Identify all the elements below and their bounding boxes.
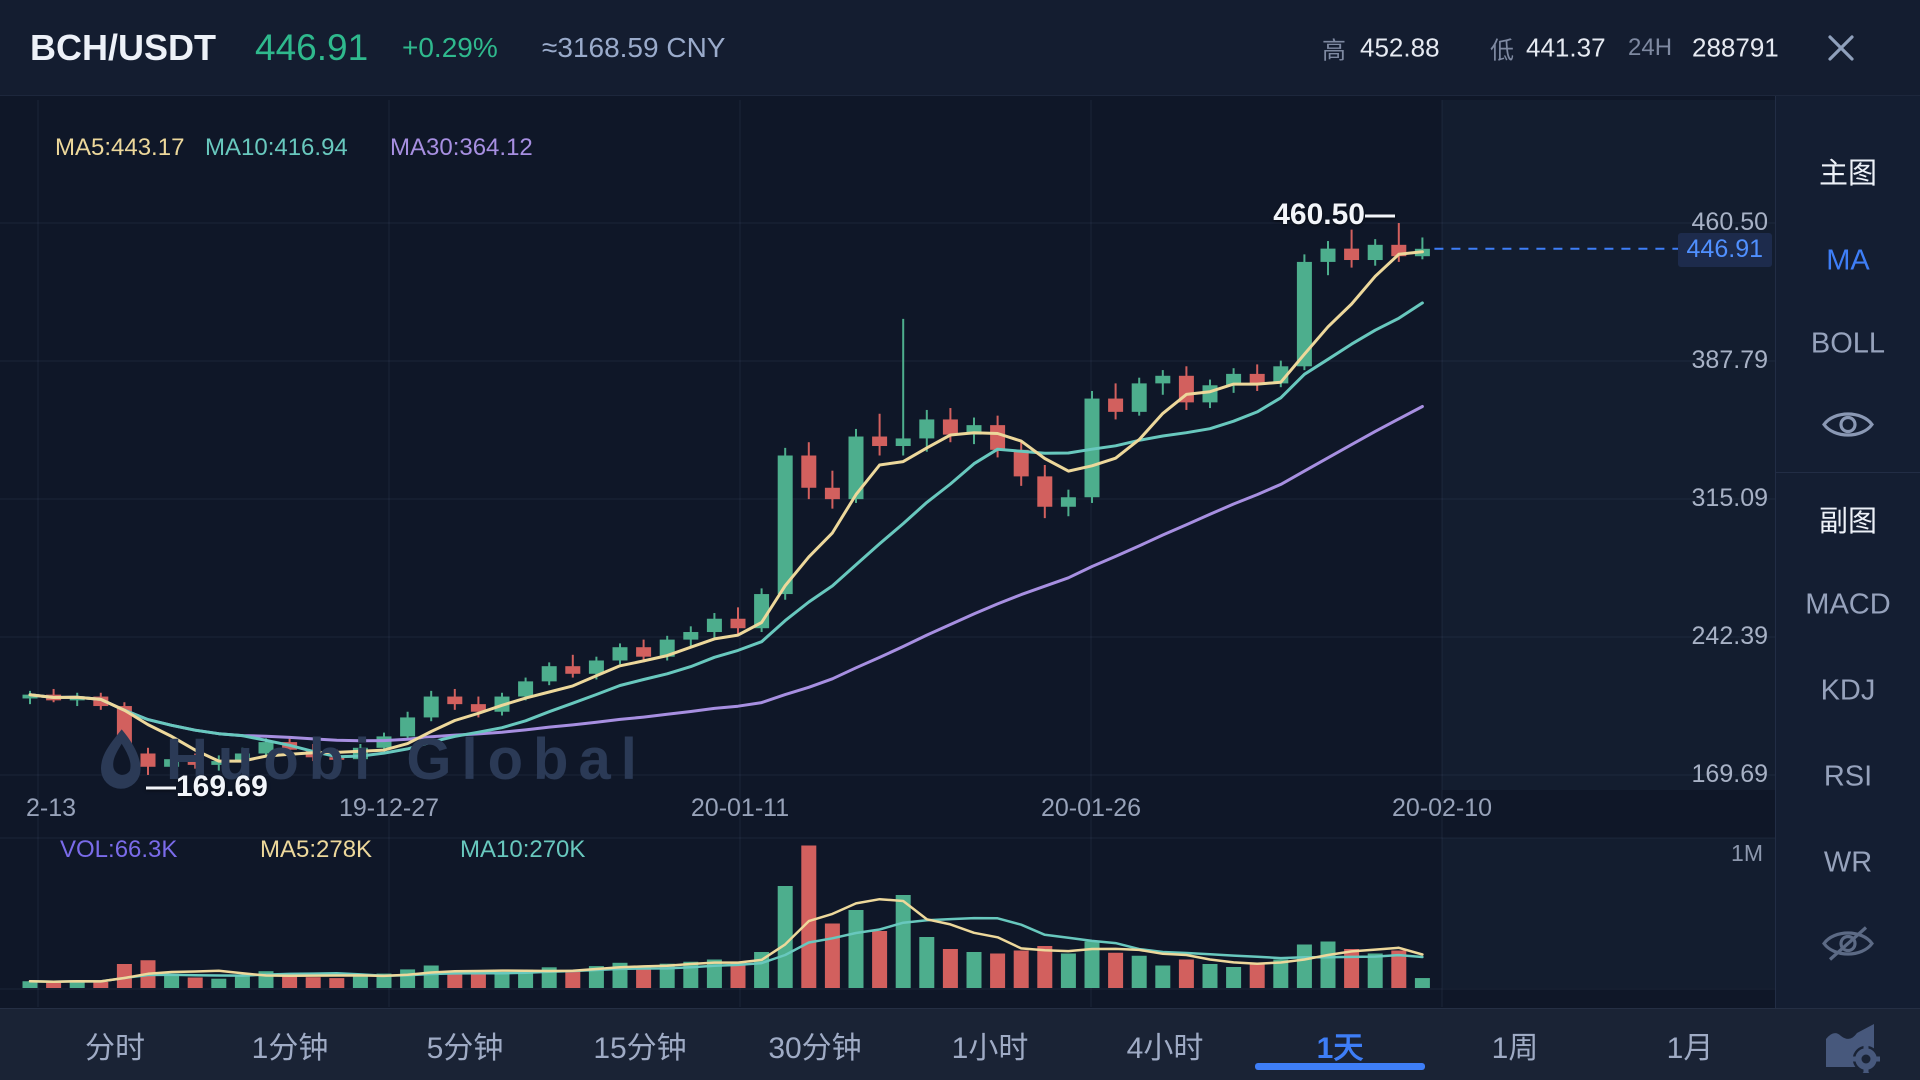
high-value: 452.88	[1360, 32, 1440, 62]
price-axis-tick: 315.09	[1691, 483, 1768, 512]
price-axis-tick: 169.69	[1691, 759, 1768, 788]
price-axis-tick: 242.39	[1691, 621, 1768, 650]
vol-ma5-indicator-label[interactable]: MA5:278K	[260, 836, 373, 863]
close-icon[interactable]	[1826, 33, 1856, 63]
tab-timeframe-7[interactable]: 1天	[1316, 1031, 1364, 1065]
tab-timeframe-1[interactable]: 1分钟	[251, 1031, 329, 1065]
date-axis-tick: 20-01-11	[690, 794, 790, 822]
ma5-indicator-label[interactable]: MA5:443.17	[55, 134, 185, 161]
last-price: 446.91	[255, 26, 369, 68]
eye-icon[interactable]	[1820, 405, 1876, 450]
header: BCH/USDT 446.91 +0.29% ≈3168.59 CNY 高 45…	[0, 0, 1920, 96]
price-axis-tick: 460.50	[1691, 208, 1768, 236]
vol-indicator-label[interactable]: VOL:66.3K	[60, 836, 178, 863]
tab-timeframe-8[interactable]: 1周	[1491, 1031, 1539, 1065]
tab-timeframe-3[interactable]: 15分钟	[593, 1031, 687, 1065]
volume-scale-label: 1M	[1731, 840, 1763, 866]
sidebar-section-sub-title: 副图	[1818, 506, 1877, 538]
high-label: 高	[1322, 37, 1346, 64]
date-axis-tick: 20-01-26	[1040, 794, 1142, 822]
tab-timeframe-5[interactable]: 1小时	[951, 1031, 1029, 1065]
ma10-indicator-label[interactable]: MA10:416.94	[205, 134, 348, 161]
chart-canvas[interactable]	[0, 0, 1775, 1080]
sidebar-item-kdj[interactable]: KDJ	[1820, 674, 1876, 707]
sidebar-item-macd[interactable]: MACD	[1805, 588, 1891, 621]
date-axis-tick: 2-13	[26, 794, 77, 822]
sidebar-item-rsi[interactable]: RSI	[1823, 760, 1873, 793]
sidebar-item-wr[interactable]: WR	[1823, 846, 1873, 879]
current-price-tag: 446.91	[1677, 232, 1772, 267]
low-annotation: —169.69	[146, 770, 268, 803]
watermark: Huobi Global	[92, 726, 647, 793]
vol-ma10-indicator-label[interactable]: MA10:270K	[460, 836, 586, 863]
sidebar-item-ma[interactable]: MA	[1826, 244, 1870, 277]
24h-volume-value: 288791	[1692, 32, 1779, 62]
sidebar-item-boll[interactable]: BOLL	[1810, 327, 1886, 360]
pair-title: BCH/USDT	[30, 26, 216, 68]
huobi-flame-icon	[101, 728, 141, 789]
change-percent: +0.29%	[402, 31, 498, 63]
price-axis-tick: 387.79	[1691, 346, 1768, 374]
sidebar-divider	[1776, 472, 1920, 473]
tab-timeframe-4[interactable]: 30分钟	[768, 1031, 862, 1065]
tab-timeframe-6[interactable]: 4小时	[1126, 1031, 1204, 1065]
tab-timeframe-0[interactable]: 分时	[85, 1031, 145, 1065]
tab-timeframe-9[interactable]: 1月	[1666, 1031, 1714, 1065]
eye-off-icon[interactable]	[1820, 924, 1876, 969]
low-label: 低	[1490, 37, 1514, 64]
high-annotation: 460.50—	[1273, 198, 1395, 231]
sidebar-section-main-title: 主图	[1818, 158, 1877, 190]
indicator-sidebar: 主图 MA BOLL 副图 MACD KDJ RSI WR	[1775, 96, 1920, 1008]
active-tab-underline	[1255, 1063, 1425, 1070]
watermark-text: Huobi Global	[166, 727, 647, 792]
low-value: 441.37	[1526, 32, 1606, 62]
chart-settings-icon[interactable]	[1822, 1019, 1880, 1073]
fiat-value: ≈3168.59 CNY	[542, 31, 726, 63]
timeframe-tabbar: 分时 1分钟 5分钟 15分钟 30分钟 1小时 4小时 1天 1周 1月	[0, 1008, 1920, 1080]
date-axis-tick: 19-12-27	[338, 794, 440, 822]
ma30-indicator-label[interactable]: MA30:364.12	[390, 134, 533, 161]
tab-timeframe-2[interactable]: 5分钟	[426, 1031, 504, 1065]
date-axis-tick: 20-02-10	[1391, 794, 1493, 822]
24h-volume-label: 24H	[1628, 33, 1673, 61]
